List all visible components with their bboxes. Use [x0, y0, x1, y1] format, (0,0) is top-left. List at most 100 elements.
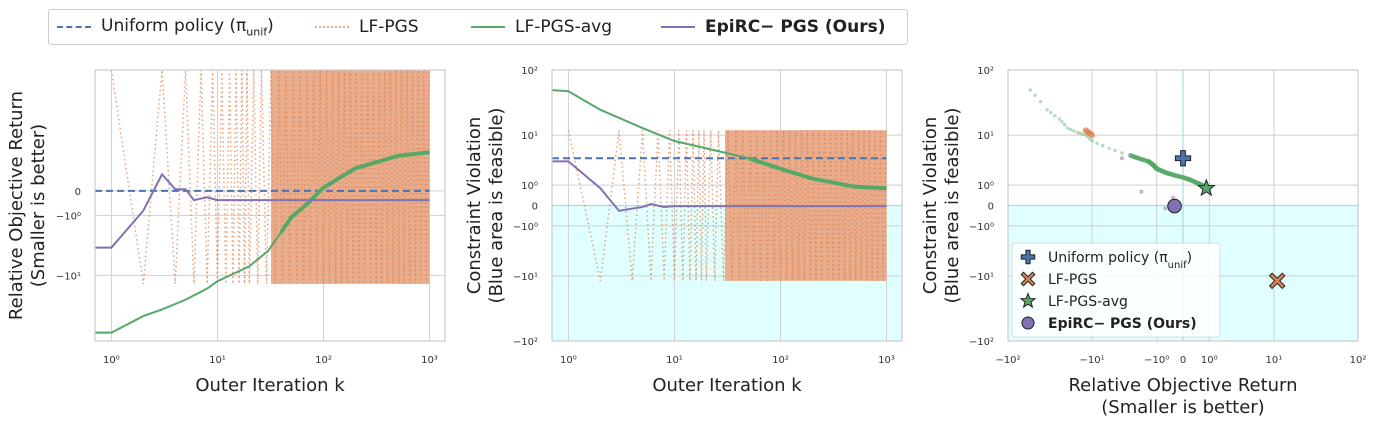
legend-label-lfpgs: LF-PGS: [359, 17, 419, 37]
p3-legend-uniform: Uniform policy (πunif): [1048, 250, 1192, 271]
p1-xtick-3: 10³: [421, 355, 438, 366]
p3-xtick-6: 10²: [1350, 355, 1367, 366]
legend-swatch-epirc: [661, 26, 695, 28]
legend-swatch-lfpgs-avg: [471, 26, 505, 28]
legend-item-epirc: EpiRC− PGS (Ours): [661, 10, 886, 44]
plot-area-c2: [552, 70, 902, 341]
p2-ylabel2: (Blue area is feasible): [486, 108, 507, 304]
p1-ylabel2: (Smaller is better): [28, 124, 49, 287]
p3-outlier-point-2: [1162, 206, 1168, 211]
legend-label-uniform-close: ): [267, 15, 274, 36]
p3-trajectory-point: [1120, 151, 1124, 155]
p3-trajectory-point: [1053, 113, 1057, 118]
legend-swatch-uniform: [57, 26, 91, 28]
p3-trajectory-point: [1062, 122, 1067, 127]
p3-legend-box: [1011, 242, 1221, 338]
p3-trajectory-point: [1090, 139, 1094, 143]
p1-xtick-0: 10⁰: [103, 355, 120, 366]
p3-ylabel2: (Blue area is feasible): [942, 108, 963, 304]
p3-xtick-0: −10²: [995, 355, 1020, 366]
p3-xtick-4: 10⁰: [1201, 355, 1218, 366]
p2-ytick-0: 10²: [521, 66, 538, 77]
p2-lfpgs-avg-thick: [747, 156, 887, 191]
p1-lfpgs-avg-thick: [279, 150, 430, 234]
p3-ytick-2: 10⁰: [977, 181, 994, 192]
p3-trajectory-point: [1095, 141, 1099, 146]
plot-area-c1: [95, 70, 445, 341]
p3-xtick-3: 0: [1180, 355, 1186, 366]
p3-ytick-5: −10¹: [969, 272, 994, 283]
p3-xtick-2: −10⁰: [1144, 355, 1169, 366]
plot-frame-p1: [94, 69, 446, 342]
legend-item-uniform: Uniform policy (πunif): [57, 10, 274, 44]
p2-ylabel: Constraint Violation: [464, 117, 485, 295]
p3-legend-uniform-swatch: [1020, 249, 1036, 265]
p3-marker-epirc: [1167, 198, 1182, 214]
p2-epirc-line: [552, 160, 887, 212]
p3-xlabel: Relative Objective Return: [1068, 375, 1297, 396]
p3-ytick-1: 10¹: [977, 131, 994, 142]
plot-frame-p2: [551, 69, 903, 342]
p2-xtick-0: 10⁰: [560, 355, 577, 366]
legend-label-uniform-sub: unif: [246, 25, 268, 39]
p3-ylabel: Constraint Violation: [920, 117, 941, 295]
p3-trajectory-point: [1078, 131, 1083, 136]
p3-legend-lfpgs: LF-PGS: [1048, 272, 1097, 288]
p3-trajectory-point: [1065, 126, 1070, 130]
p3-trajectory-point: [1100, 143, 1105, 148]
p3-trajectory-point: [1033, 93, 1037, 98]
p3-xtick-1: −10¹: [1080, 355, 1105, 366]
p3-marker-uniform: [1174, 150, 1192, 167]
p3-trajectory-point: [1049, 110, 1053, 115]
plot-frame-p3: [1007, 69, 1359, 342]
p3-marker-lfpgs: [1268, 272, 1286, 290]
p3-trajectory-point: [1028, 88, 1033, 92]
p2-ytick-5: −10¹: [513, 272, 538, 283]
p1-xlabel: Outer Iteration k: [195, 375, 345, 396]
legend-label-uniform: Uniform policy (π: [101, 15, 247, 36]
p3-trajectory-point: [1060, 119, 1064, 124]
p3-lfpgs-cluster-point: [1089, 132, 1096, 139]
figure-legend: Uniform policy (πunif) LF-PGS LF-PGS-avg…: [48, 9, 908, 45]
p1-epirc-line: [95, 172, 430, 249]
p2-ytick-4: −10⁰: [513, 222, 538, 233]
p3-ytick-4: −10⁰: [969, 222, 994, 233]
p2-ytick-6: −10²: [513, 337, 538, 348]
p2-ytick-3: 0: [532, 202, 538, 213]
p3-ytick-3: 0: [988, 202, 994, 213]
legend-item-lfpgs-avg: LF-PGS-avg: [471, 10, 612, 44]
p3-ytick-0: 10²: [977, 66, 994, 77]
p3-legend-lfpgs-swatch: [1020, 271, 1036, 287]
p1-ytick-2: −10¹: [56, 271, 81, 282]
p3-trajectory-point: [1107, 146, 1112, 151]
p2-xtick-2: 10²: [772, 355, 789, 366]
p1-ytick-1: −10⁰: [56, 211, 81, 222]
p2-ytick-1: 10¹: [521, 131, 538, 142]
legend-label-lfpgs-avg: LF-PGS-avg: [515, 17, 613, 37]
p2-ytick-2: 10⁰: [521, 181, 538, 192]
p3-xlabel2: (Smaller is better): [1101, 397, 1264, 418]
p1-ytick-0: 0: [75, 187, 81, 198]
p3-trajectory-point: [1045, 108, 1049, 112]
p3-trajectory-point: [1072, 129, 1076, 133]
p2-xlabel: Outer Iteration k: [652, 375, 802, 396]
p3-legend-epirc-swatch: [1021, 316, 1035, 330]
legend-label-epirc: EpiRC− PGS (Ours): [705, 17, 886, 37]
p2-xtick-1: 10¹: [666, 355, 683, 366]
p3-trajectory-point: [1038, 99, 1043, 104]
p2-xtick-3: 10³: [878, 355, 895, 366]
p3-outlier-point-1: [1139, 189, 1144, 194]
legend-item-lfpgs: LF-PGS: [315, 10, 419, 44]
p3-legend-lfpgs-avg-swatch: [1019, 292, 1037, 309]
p1-xtick-2: 10²: [315, 355, 332, 366]
p3-legend-epirc: EpiRC− PGS (Ours): [1048, 316, 1197, 332]
p3-trajectory-point: [1088, 137, 1092, 141]
p3-trajectory-point: [1057, 117, 1062, 121]
p3-legend-lfpgs-avg: LF-PGS-avg: [1048, 294, 1128, 310]
p3-outlier-point-0: [1119, 156, 1125, 161]
p3-trajectory-point: [1068, 127, 1073, 132]
p3-xtick-5: 10¹: [1266, 355, 1283, 366]
p3-ytick-6: −10²: [969, 337, 994, 348]
legend-swatch-lfpgs: [315, 26, 349, 28]
